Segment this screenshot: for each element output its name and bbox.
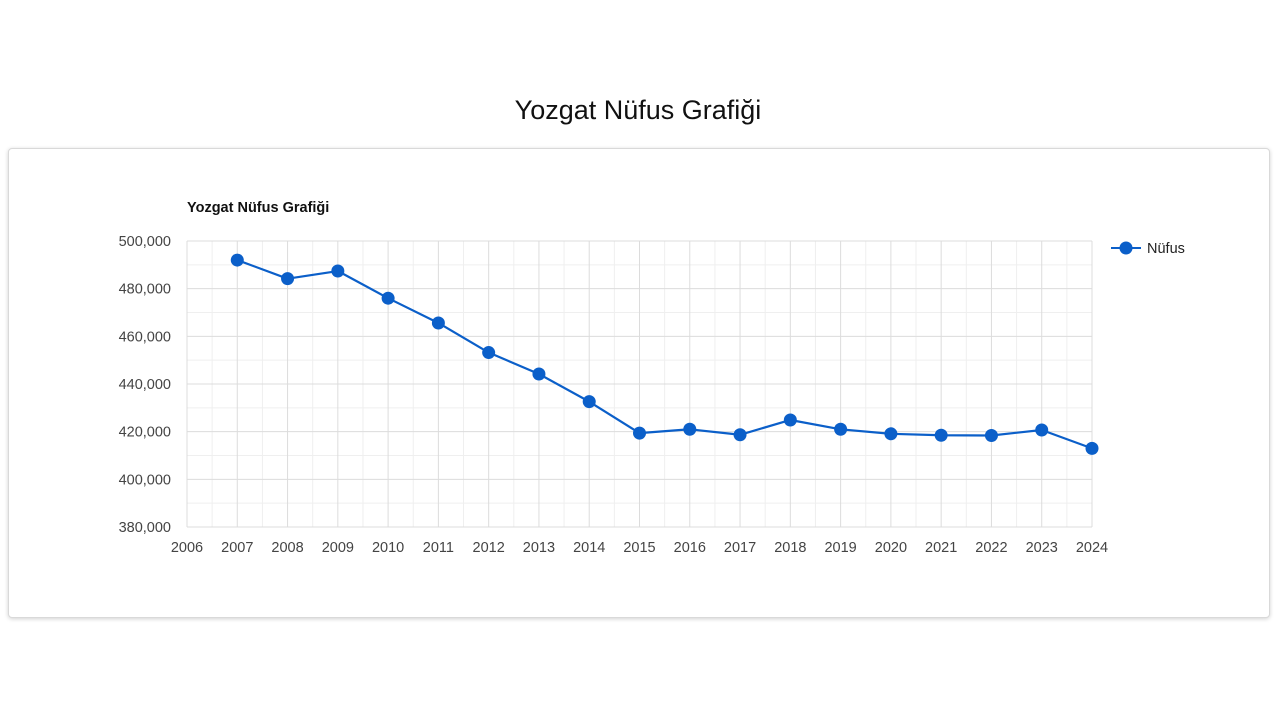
data-point [482, 346, 496, 360]
data-point [884, 427, 898, 441]
x-tick-label: 2008 [271, 540, 303, 556]
series-nufus [230, 253, 1099, 455]
data-point [1035, 423, 1049, 437]
x-axis-tick-labels: 2006 2007 2008 2009 2010 2011 2012 2013 2014 2015… [171, 540, 1108, 556]
y-tick-label: 440,000 [119, 377, 171, 393]
legend-label: Nüfus [1147, 241, 1185, 257]
x-tick-label: 2007 [221, 540, 253, 556]
y-tick-label: 500,000 [119, 234, 171, 250]
legend-marker [1119, 241, 1133, 255]
page-title: Yozgat Nüfus Grafiği [514, 95, 762, 125]
x-tick-label: 2020 [875, 540, 907, 556]
data-point [733, 428, 747, 442]
y-tick-label: 380,000 [119, 520, 171, 536]
x-tick-label: 2016 [674, 540, 706, 556]
data-point [633, 426, 646, 440]
y-tick-label: 460,000 [119, 329, 171, 345]
x-tick-label: 2011 [423, 540, 454, 556]
x-tick-label: 2021 [925, 540, 957, 556]
x-tick-label: 2010 [372, 540, 404, 556]
data-point [834, 422, 848, 436]
x-tick-label: 2014 [573, 540, 605, 556]
data-point [783, 413, 797, 427]
data-point [984, 428, 998, 442]
x-tick-label: 2018 [774, 540, 806, 556]
x-tick-label: 2012 [473, 540, 505, 556]
chart-title: Yozgat Nüfus Grafiği [187, 200, 329, 216]
major-gridlines [186, 240, 1093, 528]
x-tick-label: 2015 [623, 540, 655, 556]
x-tick-label: 2019 [824, 540, 856, 556]
y-tick-label: 420,000 [119, 425, 171, 441]
data-point [582, 395, 596, 409]
x-tick-label: 2013 [523, 540, 555, 556]
y-tick-label: 480,000 [119, 282, 171, 298]
data-point [683, 422, 697, 436]
data-point [934, 428, 948, 442]
x-tick-label: 2017 [724, 540, 756, 556]
data-point [1085, 441, 1099, 455]
y-axis-tick-labels: 380,000 400,000 420,000 440,000 460,000 480,0… [119, 234, 171, 536]
legend[interactable]: Nüfus [1111, 241, 1185, 257]
data-point [331, 264, 345, 278]
data-point [381, 291, 395, 305]
data-point [431, 316, 445, 330]
x-tick-label: 2023 [1026, 540, 1058, 556]
data-point [532, 367, 546, 381]
data-point [281, 272, 295, 286]
x-tick-label: 2022 [975, 540, 1007, 556]
data-point [230, 253, 244, 267]
line-chart: Yozgat Nüfus Grafiği 380,000 400,000 420,0… [119, 200, 1185, 556]
x-tick-label: 2009 [322, 540, 354, 556]
x-tick-label: 2006 [171, 540, 203, 556]
series-line [236, 259, 1093, 450]
x-tick-label: 2024 [1076, 540, 1108, 556]
chart-card: Yozgat Nüfus Grafiği 380,000 400,000 420,0… [8, 148, 1270, 618]
y-tick-label: 400,000 [119, 472, 171, 488]
